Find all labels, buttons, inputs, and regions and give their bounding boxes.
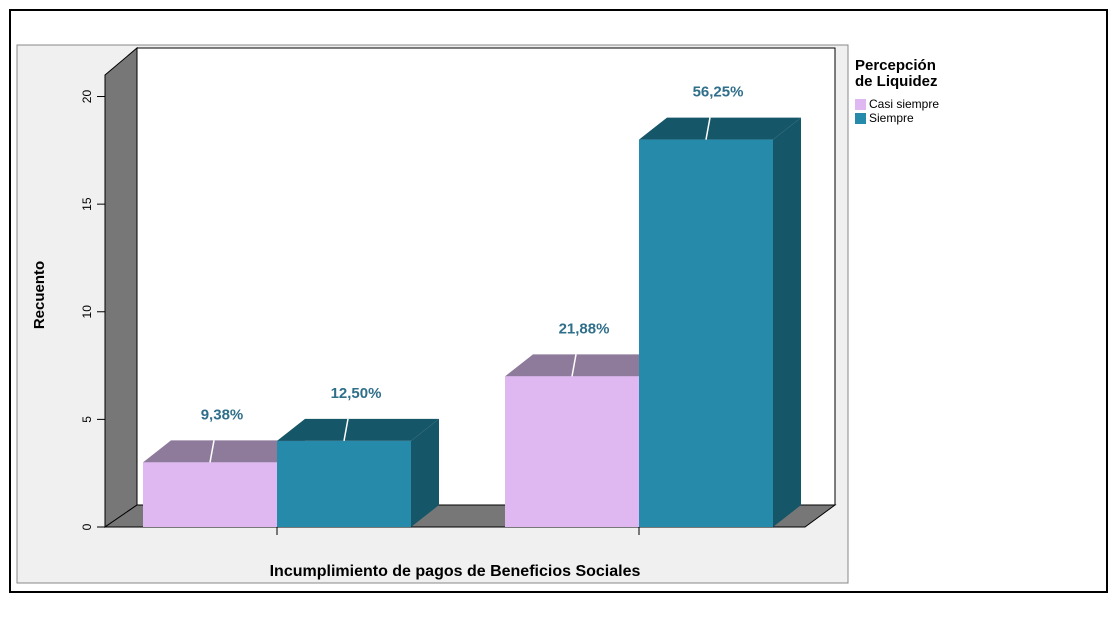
data-label: 12,50%: [331, 385, 382, 402]
legend-title: Percepción: [855, 57, 936, 74]
label-leader: [343, 418, 349, 442]
legend-swatch: [855, 113, 866, 124]
y-axis-label: Recuento: [31, 261, 48, 329]
y-tick-label: 20: [80, 90, 94, 104]
x-axis-label: Incumplimiento de pagos de Beneficios So…: [270, 563, 641, 580]
label-leader: [705, 117, 711, 140]
y-tick-label: 10: [80, 305, 94, 319]
legend-label: Siempre: [869, 111, 914, 125]
bar: [505, 376, 639, 527]
left-wall: [104, 46, 138, 528]
bar-top: [639, 117, 801, 140]
bar-side: [411, 418, 439, 527]
bar-top: [143, 440, 305, 463]
legend-swatch: [855, 99, 866, 110]
bar: [277, 440, 411, 527]
bar: [639, 139, 773, 528]
label-leader: [209, 440, 215, 463]
data-label: 56,25%: [693, 84, 744, 101]
bar-top: [505, 354, 667, 377]
bar-top: [277, 418, 439, 441]
legend-label: Casi siempre: [869, 97, 939, 111]
label-leader: [571, 354, 577, 377]
y-tick-label: 5: [80, 416, 94, 423]
y-tick-label: 0: [80, 523, 94, 530]
bar: [143, 462, 277, 527]
bar-side: [773, 117, 801, 528]
y-tick-label: 15: [80, 197, 94, 211]
data-label: 9,38%: [201, 406, 244, 423]
legend-title: de Liquidez: [855, 73, 938, 90]
data-label: 21,88%: [559, 320, 610, 337]
